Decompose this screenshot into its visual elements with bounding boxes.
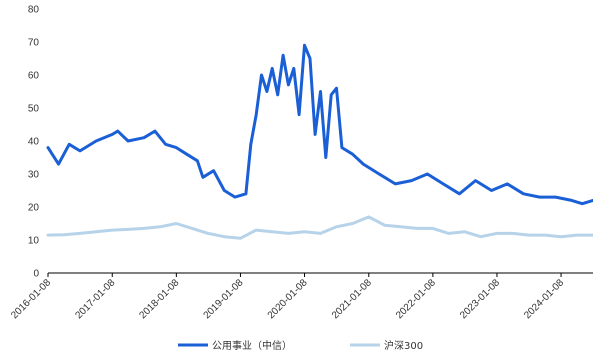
- y-tick-label: 10: [28, 236, 40, 247]
- x-tick-label: 2016-01-08: [9, 277, 53, 321]
- x-tick-label: 2021-01-08: [330, 277, 374, 321]
- x-axis-ticks: 2016-01-08 2017-01-08 2018-01-08 2019-01-08…: [9, 273, 566, 321]
- y-axis-ticks: 0 10 20 30 40 50 60 70 80: [28, 5, 40, 280]
- y-tick-label: 70: [28, 38, 40, 49]
- y-tick-label: 30: [28, 170, 40, 181]
- series-line-2: [46, 215, 593, 240]
- y-tick-label: 20: [28, 203, 40, 214]
- y-tick-label: 50: [28, 104, 40, 115]
- x-tick-label: 2018-01-08: [138, 277, 182, 321]
- x-tick-label: 2020-01-08: [266, 277, 310, 321]
- x-tick-label: 2024-01-08: [522, 277, 566, 321]
- y-tick-label: 80: [28, 5, 40, 16]
- legend-label: 公用事业（中信）: [212, 339, 292, 352]
- legend: 公用事业（中信） 沪深300: [178, 339, 423, 352]
- x-tick-label: 2017-01-08: [73, 277, 117, 321]
- x-tick-label: 2023-01-08: [458, 277, 502, 321]
- series-line-1: [46, 43, 593, 206]
- x-tick-label: 2022-01-08: [394, 277, 438, 321]
- y-tick-label: 60: [28, 71, 40, 82]
- legend-label: 沪深300: [384, 339, 423, 352]
- x-tick-label: 2019-01-08: [202, 277, 246, 321]
- y-tick-label: 0: [33, 269, 39, 280]
- y-tick-label: 40: [28, 137, 40, 148]
- series-layer: [46, 43, 593, 240]
